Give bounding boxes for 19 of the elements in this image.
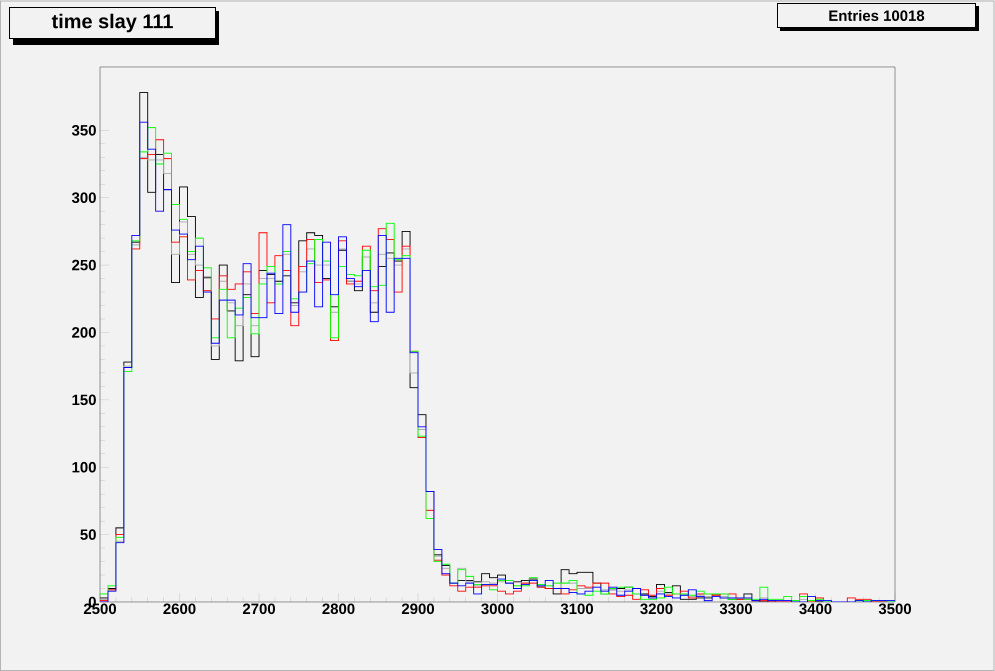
- y-tick-label: 150: [72, 394, 96, 406]
- y-tick-label: 350: [72, 125, 96, 136]
- chart-title: time slay 111: [52, 14, 173, 32]
- y-tick-label: 50: [80, 529, 96, 540]
- y-tick-label: 200: [72, 327, 96, 338]
- x-tick-label: 3500: [878, 604, 912, 614]
- x-tick-label: 2600: [163, 604, 196, 614]
- x-tick-label: 3400: [799, 604, 832, 614]
- x-tick-label: 3000: [481, 604, 514, 614]
- y-tick-label: 300: [72, 192, 96, 204]
- text: Entries 10018: [829, 10, 924, 21]
- x-tick-label: 2700: [242, 604, 275, 614]
- x-tick-label: 2900: [402, 604, 434, 614]
- x-tick-label: 3100: [560, 604, 594, 614]
- x-tick-label: 2800: [322, 604, 354, 614]
- x-tick-label: 3200: [640, 604, 673, 614]
- y-tick-label: 250: [72, 260, 96, 270]
- y-tick-label: 100: [72, 462, 96, 473]
- x-tick-label: 3300: [720, 604, 752, 614]
